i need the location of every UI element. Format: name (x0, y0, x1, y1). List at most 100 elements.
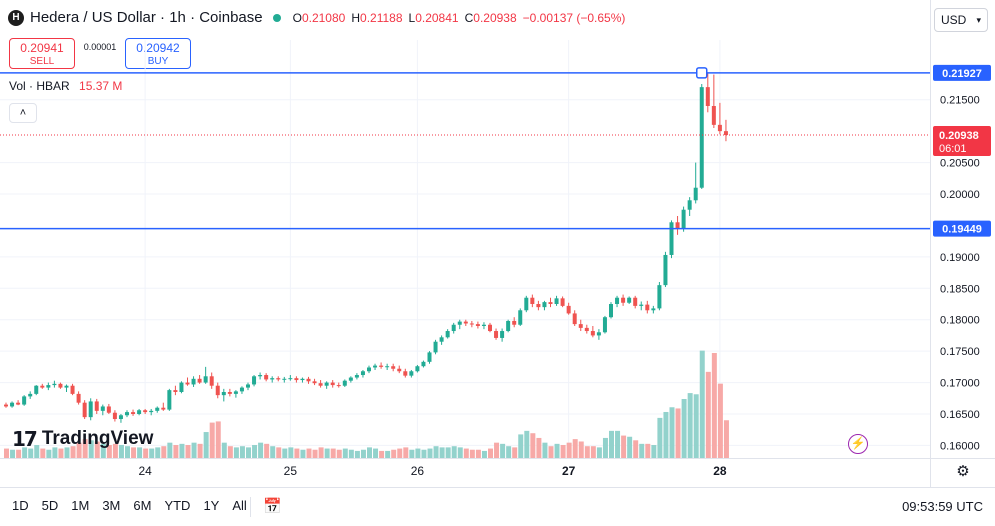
volume-bar (621, 435, 627, 458)
candle-body (10, 402, 15, 407)
candle-body (82, 402, 87, 418)
candle-body (276, 378, 281, 380)
gear-icon[interactable]: ⚙ (956, 463, 970, 480)
last-price-label: 0.20938 (939, 130, 979, 142)
volume-bar (572, 439, 578, 458)
range-button-1y[interactable]: 1Y (203, 498, 220, 513)
candle-body (324, 382, 329, 386)
volume-bar (246, 447, 251, 458)
candle-body (197, 378, 202, 383)
candle-body (494, 331, 499, 338)
volume-bar (494, 442, 500, 458)
volume-bar (149, 448, 155, 458)
candle-body (645, 304, 650, 311)
lightning-icon[interactable]: ⚡ (848, 434, 868, 454)
price-change: −0.00137 (−0.65%) (522, 10, 626, 25)
volume-bar (324, 448, 330, 458)
volume-bar (645, 443, 651, 458)
sell-button[interactable]: 0.20941 SELL (9, 37, 75, 69)
time-tick-label: 25 (284, 464, 298, 478)
volume-bar (500, 443, 506, 458)
volume-bar (288, 447, 294, 458)
price-tick-label: 0.17000 (940, 378, 980, 390)
candle-body (463, 321, 468, 324)
candle-body (663, 254, 668, 286)
candle-body (481, 324, 486, 326)
chevron-down-icon: ▾ (976, 15, 981, 25)
go-to-date-icon[interactable]: 📅 (263, 498, 282, 515)
candle-body (282, 378, 287, 380)
volume-bar (342, 448, 348, 458)
price-tick-label: 0.19000 (940, 252, 980, 264)
volume-bar (397, 448, 403, 458)
volume-bar (463, 448, 469, 458)
volume-bar (596, 447, 602, 458)
symbol-title[interactable]: Hedera / US Dollar · 1h · Coinbase (30, 9, 263, 26)
range-button-1m[interactable]: 1M (71, 498, 90, 513)
range-button-3m[interactable]: 3M (102, 498, 121, 513)
candle-body (566, 305, 571, 314)
buy-button[interactable]: 0.20942 BUY (125, 37, 191, 69)
range-button-ytd[interactable]: YTD (164, 498, 191, 513)
volume-bar (615, 430, 621, 458)
volume-bar (415, 448, 421, 458)
candle-body (40, 385, 45, 388)
tradingview-logo[interactable]: 17 TradingView (12, 427, 153, 451)
price-chart[interactable]: 0.21927 0.19449 0.21500 0.20500 0.20000 0.190… (0, 0, 995, 487)
candle-body (723, 131, 728, 136)
candle-body (288, 378, 293, 380)
candle-body (590, 331, 595, 336)
candle-body (76, 393, 81, 403)
ohlc-high: H0.21188 (351, 10, 403, 25)
time-tick-label: 27 (562, 464, 576, 478)
candle-body (294, 378, 299, 381)
candle-body (143, 410, 148, 413)
price-tick-label: 0.20000 (940, 189, 980, 201)
candle-body (191, 378, 196, 385)
volume-bar (687, 393, 693, 458)
candle-body (433, 341, 438, 353)
range-button-all[interactable]: All (232, 498, 247, 513)
volume-bar (590, 446, 596, 458)
range-button-6m[interactable]: 6M (133, 498, 152, 513)
volume-bar (512, 447, 518, 458)
line-anchor-handle[interactable] (696, 67, 708, 79)
volume-bar (457, 447, 463, 458)
candle-body (560, 298, 565, 306)
candle-body (475, 324, 480, 326)
hline-price-label-bg (933, 64, 991, 81)
candle-body (149, 410, 154, 413)
range-button-5d[interactable]: 5D (41, 498, 59, 513)
volume-bar (717, 383, 723, 458)
candle-body (179, 382, 184, 392)
volume-bar (705, 371, 711, 458)
volume-bar (403, 447, 409, 458)
volume-bar (451, 446, 457, 458)
volume-bar (639, 443, 645, 458)
volume-bar (137, 447, 143, 458)
volume-bar (197, 443, 203, 458)
candle-body (354, 375, 359, 378)
time-tick-label: 26 (411, 464, 425, 478)
candle-body (427, 352, 432, 362)
volume-bar (699, 350, 705, 458)
volume-bar (76, 442, 82, 458)
candle-body (584, 327, 589, 332)
tradingview-logo-icon: 17 (12, 427, 38, 451)
volume-bar (258, 442, 264, 458)
price-tick-label: 0.17500 (940, 346, 980, 358)
utc-clock[interactable]: 09:53:59 UTC (902, 499, 983, 514)
volume-bar (70, 446, 76, 458)
volume-legend[interactable]: Vol · HBAR 15.37 M (9, 79, 122, 93)
volume-bar (22, 447, 28, 458)
volume-bar (524, 430, 530, 458)
currency-select[interactable]: USD ▾ (934, 8, 988, 32)
range-button-1d[interactable]: 1D (12, 498, 29, 513)
hline-price-label: 0.21927 (942, 68, 982, 80)
candle-body (379, 365, 384, 367)
collapse-legend-button[interactable]: ˄ (9, 103, 37, 123)
volume-bar (312, 449, 318, 458)
candle-body (233, 391, 238, 394)
volume-bar (421, 449, 427, 458)
buy-price: 0.20942 (136, 40, 180, 55)
